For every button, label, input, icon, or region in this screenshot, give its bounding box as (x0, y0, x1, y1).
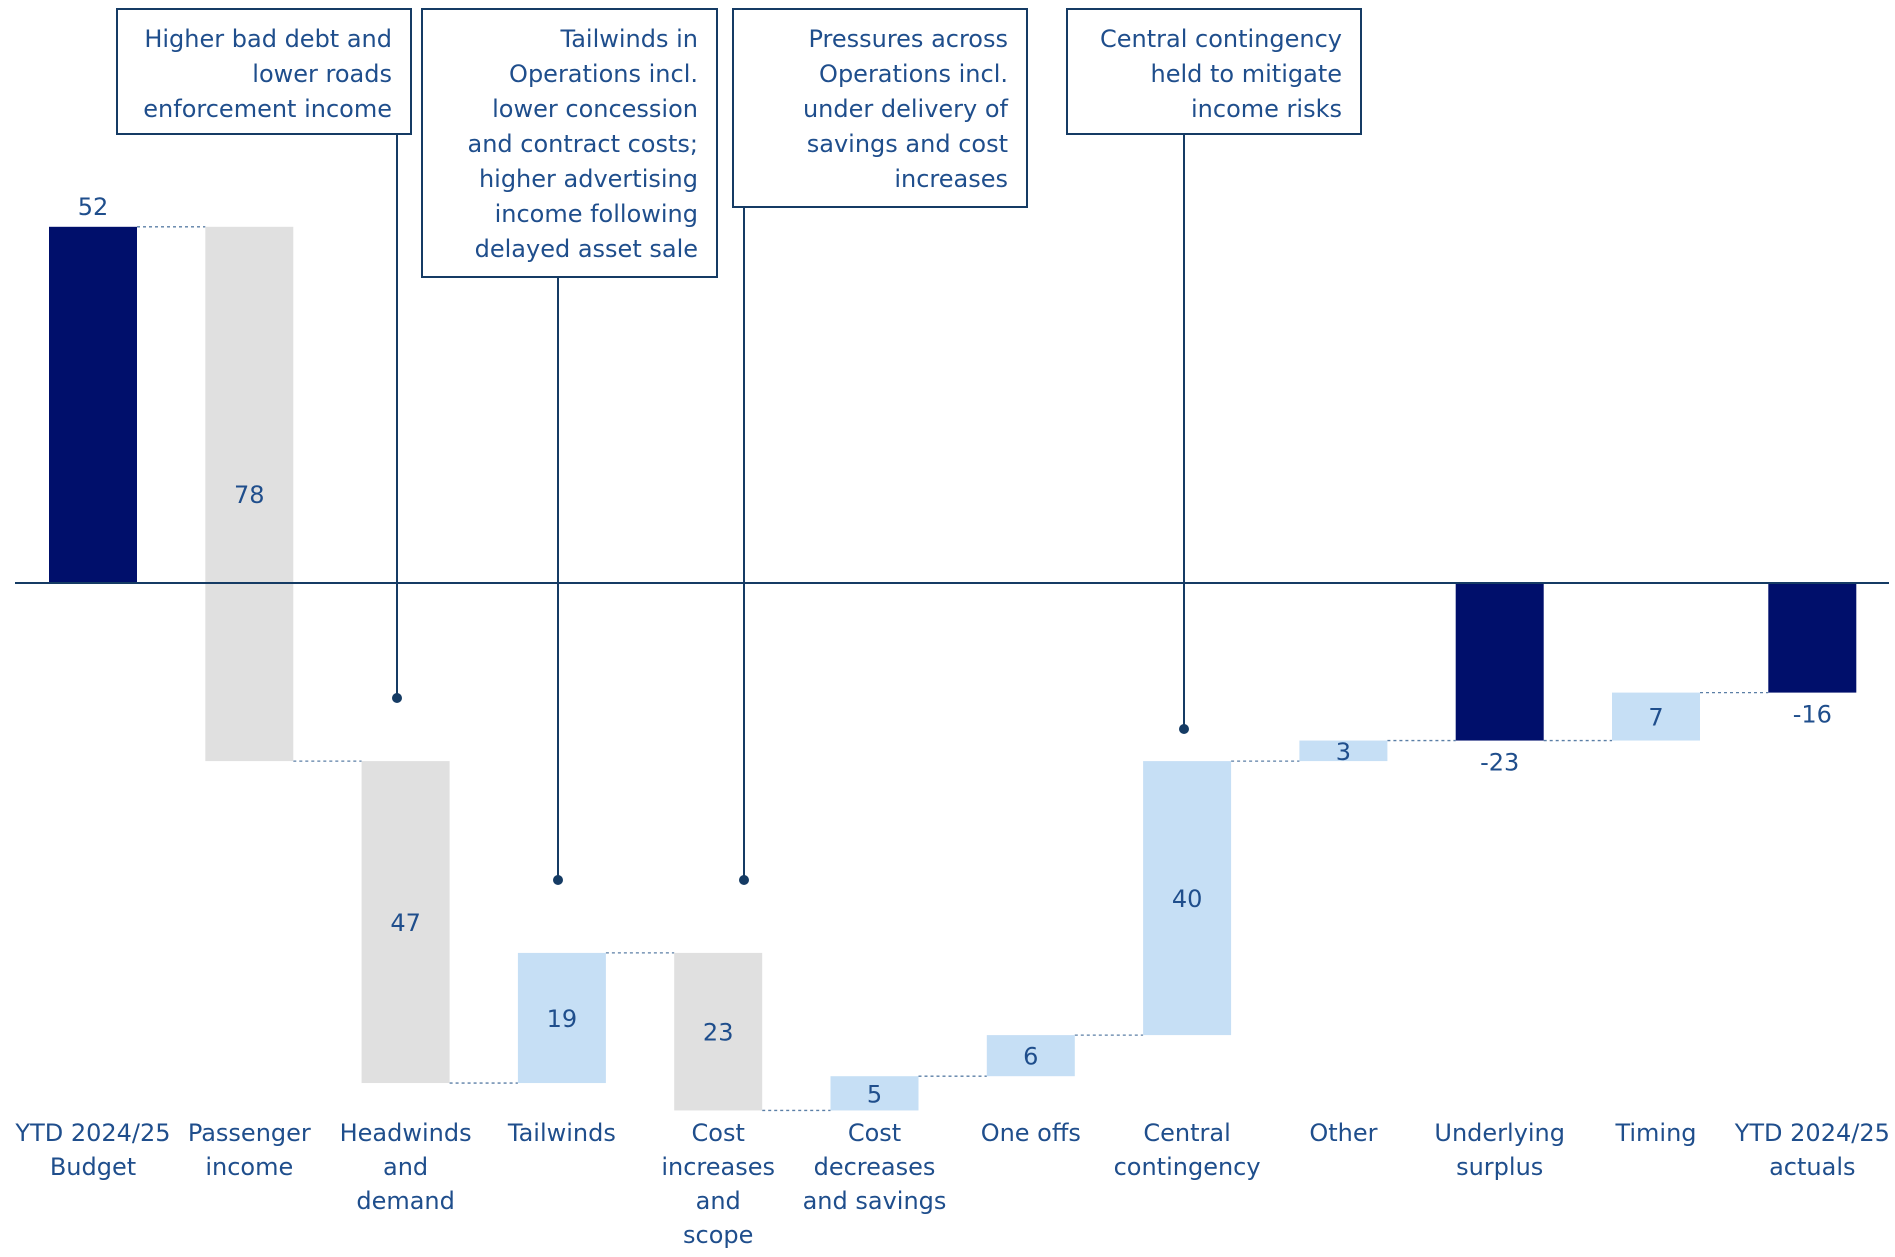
category-label-9: Underlying surplus (1434, 1119, 1565, 1181)
bar-0 (49, 226, 137, 584)
callout-text-1: Tailwinds in Operations incl. lower conces… (468, 25, 698, 263)
value-label-11: -16 (1793, 701, 1832, 729)
callout-text-3: Central contingency held to mitigate incom… (1100, 25, 1342, 123)
value-label-0: 52 (78, 193, 109, 221)
callouts-group: Higher bad debt and lower roads enforcemen… (116, 8, 1362, 885)
callout-text-line: Tailwinds in (560, 25, 698, 53)
category-label-line: Underlying (1434, 1119, 1565, 1147)
bar-8 (1299, 740, 1388, 762)
bar-2 (361, 761, 450, 1084)
category-label-line: contingency (1114, 1153, 1261, 1181)
callout-text-line: savings and cost (807, 130, 1008, 158)
category-label-line: and (383, 1153, 428, 1181)
value-label-7: 40 (1172, 885, 1203, 913)
callout-box-1 (421, 8, 718, 278)
callout-dot-1 (553, 875, 563, 885)
value-label-1: 78 (234, 481, 265, 509)
category-label-2: Headwinds and demand (340, 1119, 472, 1215)
category-label-line: Passenger (188, 1119, 311, 1147)
category-label-line: Tailwinds (507, 1119, 616, 1147)
category-label-1: Passenger income (188, 1119, 311, 1181)
category-label-line: surplus (1456, 1153, 1543, 1181)
value-label-6: 6 (1023, 1043, 1038, 1071)
category-label-line: Headwinds (340, 1119, 472, 1147)
category-label-10: Timing (1614, 1119, 1696, 1147)
category-label-line: scope (683, 1221, 753, 1249)
callout-text-line: Central contingency (1100, 25, 1342, 53)
callout-text-line: lower concession (492, 95, 698, 123)
bars-group (49, 226, 1857, 1111)
callout-dot-0 (392, 693, 402, 703)
category-label-line: Central (1143, 1119, 1230, 1147)
category-label-4: Cost increases and scope (661, 1119, 775, 1249)
category-label-line: YTD 2024/25 (14, 1119, 170, 1147)
callout-text-line: enforcement income (143, 95, 392, 123)
category-label-line: One offs (981, 1119, 1081, 1147)
value-label-10: 7 (1648, 704, 1663, 732)
callout-box-2 (732, 8, 1028, 208)
category-labels-group: YTD 2024/25 Budget Passenger income Headwind… (14, 1119, 1889, 1249)
value-label-9: -23 (1480, 749, 1519, 777)
category-label-line: and (696, 1187, 741, 1215)
bar-11 (1768, 583, 1857, 693)
category-label-3: Tailwinds (507, 1119, 616, 1147)
bar-1 (205, 226, 294, 762)
callout-text-line: held to mitigate (1151, 60, 1342, 88)
bar-10 (1612, 692, 1700, 741)
callout-text-line: increases (894, 165, 1008, 193)
value-label-4: 23 (703, 1019, 734, 1047)
callout-text-2: Pressures across Operations incl. under de… (803, 25, 1009, 193)
category-label-line: Other (1309, 1119, 1377, 1147)
category-label-8: Other (1309, 1119, 1377, 1147)
value-label-3: 19 (547, 1005, 578, 1033)
bar-9 (1455, 583, 1544, 741)
category-label-line: and savings (803, 1187, 947, 1215)
category-label-line: demand (356, 1187, 455, 1215)
callout-box-0 (116, 8, 412, 135)
callout-text-0: Higher bad debt and lower roads enforcemen… (143, 25, 392, 123)
category-label-line: income (205, 1153, 293, 1181)
category-label-line: Cost (848, 1119, 901, 1147)
value-label-5: 5 (867, 1080, 882, 1108)
category-label-line: YTD 2024/25 (1734, 1119, 1890, 1147)
category-label-line: Cost (692, 1119, 745, 1147)
callout-text-line: Operations incl. (819, 60, 1008, 88)
category-label-line: Timing (1614, 1119, 1696, 1147)
category-label-line: decreases (814, 1153, 936, 1181)
value-label-8: 3 (1336, 738, 1351, 766)
bar-6 (986, 1035, 1075, 1077)
value-label-2: 47 (390, 909, 421, 937)
category-label-7: Central contingency (1114, 1119, 1261, 1181)
callout-dot-2 (739, 875, 749, 885)
callout-dot-3 (1179, 724, 1189, 734)
value-labels-group: 52 78 47 19 23 5 6 40 3 -23 7 -16 (78, 193, 1832, 1109)
category-label-5: Cost decreases and savings (803, 1119, 947, 1215)
bar-7 (1143, 761, 1232, 1036)
bar-4 (674, 952, 763, 1111)
connector-lines (137, 226, 1769, 1112)
callout-text-line: delayed asset sale (475, 235, 698, 263)
bar-3 (517, 952, 606, 1084)
category-label-11: YTD 2024/25 actuals (1734, 1119, 1890, 1181)
category-label-line: actuals (1769, 1153, 1855, 1181)
callout-box-3 (1066, 8, 1362, 135)
callout-text-line: income following (495, 200, 698, 228)
callout-text-line: Operations incl. (509, 60, 698, 88)
callout-text-line: and contract costs; (468, 130, 698, 158)
category-label-line: increases (661, 1153, 775, 1181)
callout-text-line: under delivery of (803, 95, 1009, 123)
callout-text-line: lower roads (252, 60, 392, 88)
callout-text-line: Pressures across (808, 25, 1008, 53)
category-label-6: One offs (981, 1119, 1081, 1147)
callout-text-line: income risks (1191, 95, 1342, 123)
bar-5 (830, 1076, 919, 1111)
category-label-0: YTD 2024/25 Budget (14, 1119, 170, 1181)
callout-text-line: Higher bad debt and (144, 25, 392, 53)
category-label-line: Budget (50, 1153, 136, 1181)
callout-text-line: higher advertising (479, 165, 698, 193)
